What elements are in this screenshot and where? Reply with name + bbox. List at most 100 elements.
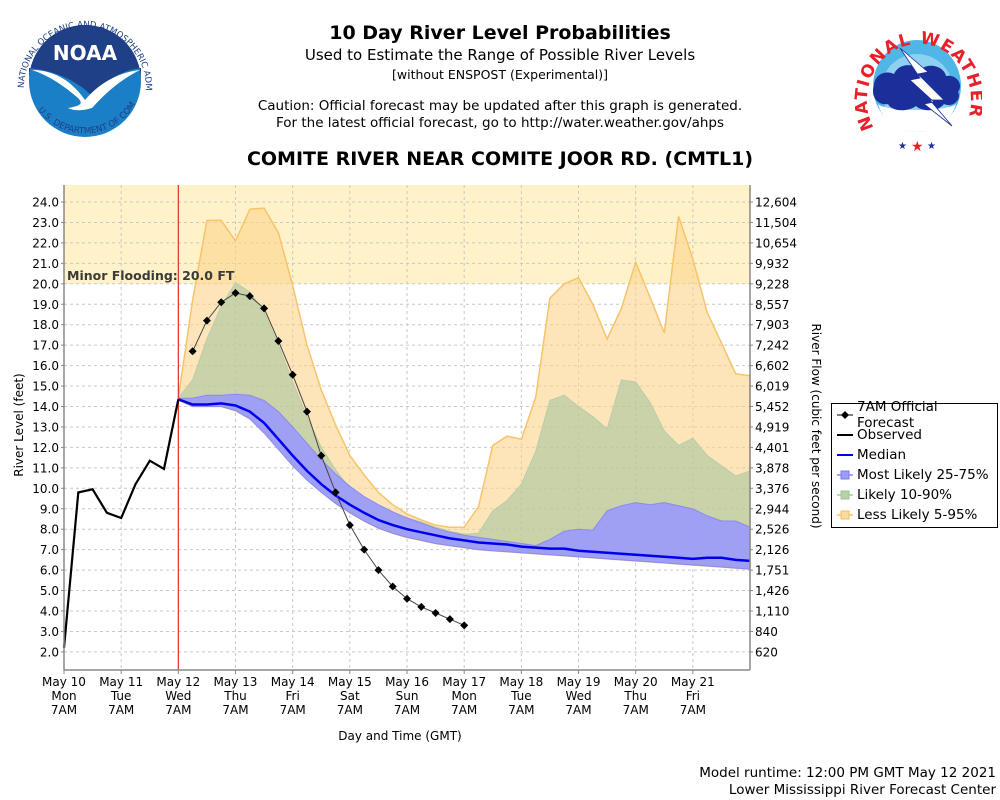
x-tick-label: May 18 [499,675,543,689]
x-tick-label: Sun [396,689,419,703]
y-tick-label: 12.0 [32,441,59,455]
x-tick-label: 7AM [165,703,191,717]
y-tick-label: 23.0 [32,216,59,230]
forecast-point [388,582,397,591]
x-tick-label: May 20 [614,675,658,689]
y-tick-label: 2.0 [40,645,59,659]
y2-tick-label: 1,110 [755,605,789,619]
forecast-point [345,521,354,530]
noaa-wordmark: NOAA [53,41,118,65]
noaa-logo: NOAA NATIONAL OCEANIC AND ATMOSPHERIC AD… [12,8,157,153]
caution-text: Caution: Official forecast may be update… [257,98,743,114]
legend-item-less-likely: Less Likely 5-95% [836,505,977,525]
x-tick-label: May 10 [42,675,86,689]
x-tick-label: Tue [110,689,132,703]
nws-lightning-icon [899,47,953,127]
x-tick-label: 7AM [337,703,363,717]
y-tick-label: 21.0 [32,257,59,271]
x-tick-label: Tue [510,689,532,703]
y2-tick-label: 4,919 [755,420,789,434]
y-tick-label: 14.0 [32,400,59,414]
forecast-point [317,451,326,460]
x-tick-label: May 12 [156,675,200,689]
x-tick-label: 7AM [280,703,306,717]
x-tick-label: May 15 [328,675,372,689]
star-icon: ★ [898,141,907,152]
observed-line [62,399,180,648]
y2-tick-label: 10,654 [755,236,797,250]
forecast-point [202,316,211,325]
y2-tick-label: 1,426 [755,584,789,598]
legend-item-observed: Observed [836,425,922,445]
x-tick-label: Wed [565,689,591,703]
forecast-point [431,609,440,618]
legend-line-icon [836,425,854,445]
x-tick-label: Wed [165,689,191,703]
y2-tick-label: 1,751 [755,564,789,578]
y-tick-label: 7.0 [40,543,59,557]
legend-line-icon [836,445,854,465]
y-tick-label: 18.0 [32,318,59,332]
forecast-point [231,289,240,298]
y-tick-label: 17.0 [32,339,59,353]
forecast-point [360,545,369,554]
legend-box-icon [836,465,854,485]
legend-item-likely: Likely 10-90% [836,485,952,505]
forecast-point [302,407,311,416]
x-tick-label: 7AM [565,703,591,717]
x-tick-label: May 21 [671,675,715,689]
y-tick-label: 10.0 [32,482,59,496]
y-tick-label: 24.0 [32,196,59,210]
y-tick-label: 15.0 [32,380,59,394]
y-tick-label: 11.0 [32,461,59,475]
legend-diamond-icon [836,405,854,425]
y2-tick-label: 7,903 [755,318,789,332]
star-icon: ★ [911,139,924,155]
y-tick-label: 3.0 [40,625,59,639]
median-line [177,398,751,563]
y-tick-label: 9.0 [40,502,59,516]
y2-tick-label: 2,944 [755,502,789,516]
x-tick-label: 7AM [108,703,134,717]
forecast-point [260,304,269,313]
forecast-link-text: For the latest official forecast, go to … [275,115,725,131]
y2-tick-label: 4,401 [755,441,789,455]
y2-tick-label: 9,932 [755,257,789,271]
x-tick-label: 7AM [508,703,534,717]
forecast-point [274,337,283,346]
y2-tick-label: 2,526 [755,523,789,537]
forecast-point [403,594,412,603]
y2-tick-label: 2,126 [755,543,789,557]
chart-legend: 7AM Official Forecast Observed Median Mo… [831,399,998,528]
x-tick-label: May 19 [557,675,601,689]
x-tick-label: May 11 [99,675,143,689]
chart-subtitle: Used to Estimate the Range of Possible R… [304,46,696,64]
y2-tick-label: 6,019 [755,380,789,394]
y2-tick-label: 840 [755,625,778,639]
y-tick-label: 6.0 [40,564,59,578]
y-axis-label: River Level (feet) [12,373,26,477]
forecast-point [374,566,383,575]
x-tick-label: May 14 [271,675,315,689]
forecast-point [460,621,469,630]
legend-box-icon [836,505,854,525]
noaa-bird-icon [32,70,140,111]
y-tick-label: 16.0 [32,359,59,373]
nws-logo: NATIONAL WEATHER SERVICE ★ ★ ★ [852,8,982,155]
forecast-point [331,488,340,497]
y2-tick-label: 9,228 [755,277,789,291]
flood-stage-label: Minor Flooding: 20.0 FT [67,268,235,283]
forecast-point [288,370,297,379]
x-tick-label: May 17 [442,675,486,689]
x-tick-label: Sat [340,689,360,703]
x-tick-label: Mon [452,689,477,703]
y2-axis-label: River Flow (cubic feet per second) [809,323,823,529]
x-tick-label: 7AM [680,703,706,717]
y2-tick-label: 12,604 [755,196,797,210]
star-icon: ★ [927,141,936,152]
y-tick-label: 20.0 [32,277,59,291]
station-name: COMITE RIVER NEAR COMITE JOOR RD. (CMTL1… [246,148,754,170]
x-tick-label: 7AM [222,703,248,717]
y-tick-label: 4.0 [40,605,59,619]
